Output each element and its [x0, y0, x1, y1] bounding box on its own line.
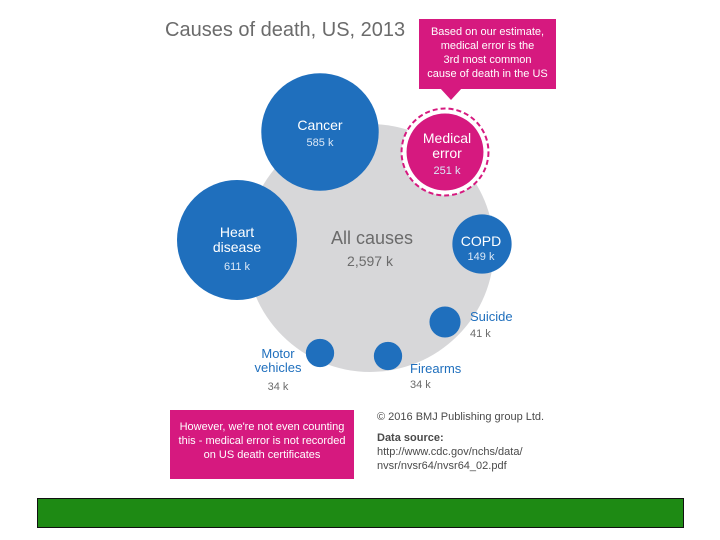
source-heading: Data source: — [377, 432, 444, 444]
bubble-label: Firearms — [410, 361, 462, 376]
bubble-circle — [261, 73, 379, 191]
bubble-circle — [429, 306, 461, 338]
bubble-value-label: 585 k — [307, 137, 334, 149]
bubble-label: Cancer — [297, 117, 342, 133]
bubble-circle — [373, 341, 403, 371]
bubble-copd: COPD 149 k — [452, 214, 512, 274]
bubble-value-label: 611 k — [224, 261, 251, 273]
bubble-circle — [406, 113, 484, 191]
bubble-label: error — [432, 145, 462, 161]
not-recorded-callout: However, we're not even counting this - … — [170, 410, 354, 479]
copyright-text: © 2016 BMJ Publishing group Ltd. — [377, 411, 545, 423]
callout-line: cause of death in the US — [427, 68, 548, 80]
chart-title: Causes of death, US, 2013 — [165, 19, 405, 41]
callout-line: Based on our estimate, — [430, 26, 545, 38]
source-url-line: nvsr/nvsr64/nvsr64_02.pdf — [377, 460, 507, 472]
callout-line: this - medical error is not recorded — [178, 435, 346, 447]
bubble-value-label: 41 k — [470, 328, 491, 340]
footer-bar — [37, 498, 684, 528]
bubble-value-label: 251 k — [434, 165, 461, 177]
bubble-label: Suicide — [470, 309, 513, 324]
bubble-firearms: Firearms 34 k — [373, 341, 462, 391]
source-block: © 2016 BMJ Publishing group Ltd. Data so… — [377, 410, 577, 473]
bubble-label: Heart — [220, 224, 254, 240]
bubble-label: disease — [213, 239, 261, 255]
bubble-label: vehicles — [255, 360, 302, 375]
callout-line: However, we're not even counting — [179, 421, 345, 433]
bubble-suicide: Suicide 41 k — [429, 306, 513, 340]
medical-error-callout: Based on our estimate, medical error is … — [419, 19, 556, 89]
bubble-value-label: 149 k — [468, 251, 495, 263]
callout-pointer — [440, 88, 462, 100]
bubble-circle — [177, 180, 297, 300]
bubble-label: COPD — [461, 233, 501, 249]
all-causes-label: All causes — [331, 228, 413, 248]
bubble-value-label: 34 k — [410, 379, 431, 391]
bubble-label: Motor — [261, 346, 295, 361]
bubble-value-label: 34 k — [268, 381, 289, 393]
callout-line: medical error is the — [440, 40, 535, 52]
all-causes-value: 2,597 k — [347, 253, 394, 269]
callout-line: on US death certificates — [203, 449, 321, 461]
callout-line: 3rd most common — [443, 54, 532, 66]
source-url-line: http://www.cdc.gov/nchs/data/ — [377, 446, 523, 458]
bubble-label: Medical — [423, 130, 471, 146]
bubble-circle — [452, 214, 512, 274]
bubble-cancer: Cancer 585 k — [261, 73, 379, 191]
bubble-circle — [305, 338, 335, 368]
